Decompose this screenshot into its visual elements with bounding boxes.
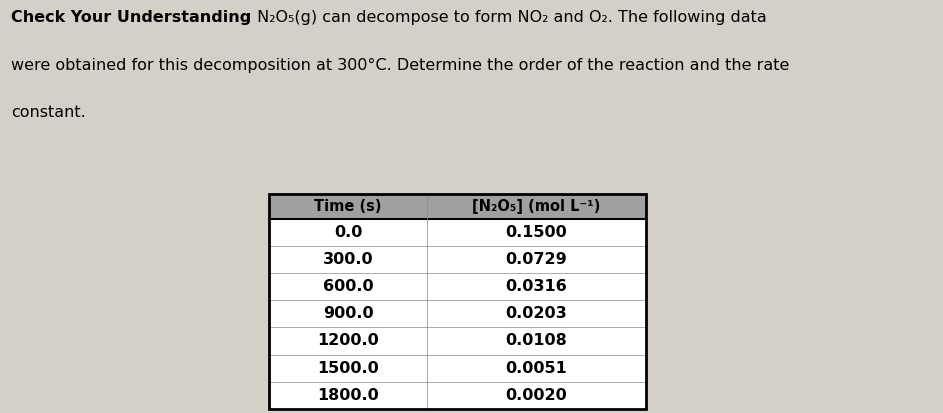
Text: 0.0020: 0.0020 xyxy=(505,388,568,403)
Bar xyxy=(269,194,646,219)
Text: Check Your Understanding: Check Your Understanding xyxy=(11,10,252,25)
Text: N₂O₅(g) can decompose to form NO₂ and O₂. The following data: N₂O₅(g) can decompose to form NO₂ and O₂… xyxy=(252,10,767,25)
Text: Time (s): Time (s) xyxy=(314,199,382,214)
Text: were obtained for this decomposition at 300°C. Determine the order of the reacti: were obtained for this decomposition at … xyxy=(11,58,789,73)
Text: [N₂O₅] (mol L⁻¹): [N₂O₅] (mol L⁻¹) xyxy=(472,199,601,214)
Text: 900.0: 900.0 xyxy=(323,306,373,321)
Bar xyxy=(269,355,646,382)
Text: 0.0729: 0.0729 xyxy=(505,252,568,267)
Text: 1800.0: 1800.0 xyxy=(317,388,379,403)
Bar xyxy=(269,382,646,409)
Text: 0.0203: 0.0203 xyxy=(505,306,568,321)
Text: 0.0316: 0.0316 xyxy=(505,279,568,294)
Bar xyxy=(269,300,646,328)
Text: 0.0: 0.0 xyxy=(334,225,362,240)
Text: 1200.0: 1200.0 xyxy=(317,333,379,349)
Text: 1500.0: 1500.0 xyxy=(317,361,379,376)
Text: 0.1500: 0.1500 xyxy=(505,225,568,240)
Text: constant.: constant. xyxy=(11,105,86,120)
Text: 600.0: 600.0 xyxy=(323,279,373,294)
Bar xyxy=(269,328,646,355)
Bar xyxy=(269,246,646,273)
Text: 300.0: 300.0 xyxy=(323,252,373,267)
Text: 0.0051: 0.0051 xyxy=(505,361,568,376)
Bar xyxy=(269,273,646,300)
Bar xyxy=(269,219,646,246)
Text: 0.0108: 0.0108 xyxy=(505,333,568,349)
